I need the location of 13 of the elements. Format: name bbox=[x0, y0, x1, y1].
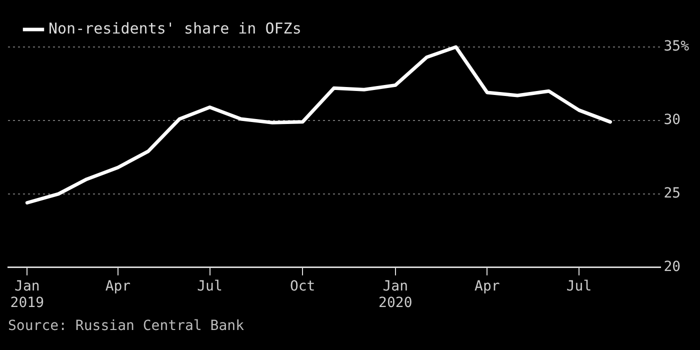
y-tick-label: 35% bbox=[664, 38, 690, 55]
x-tick-label: Apr bbox=[474, 278, 500, 294]
x-tick-label: Jul bbox=[566, 278, 592, 294]
y-tick-label: 30 bbox=[664, 112, 681, 128]
source-note: Source: Russian Central Bank bbox=[8, 318, 244, 334]
y-tick-label: 20 bbox=[664, 259, 681, 276]
y-tick-label: 25 bbox=[664, 186, 681, 202]
x-tick-label: Jan 2019 bbox=[10, 278, 44, 312]
legend-label: Non-residents' share in OFZs bbox=[48, 19, 302, 38]
x-tick-label: Oct bbox=[290, 278, 316, 294]
x-tick-label: Apr bbox=[105, 278, 131, 294]
x-tick-label: Jan 2020 bbox=[378, 278, 412, 312]
x-tick-label: Jul bbox=[197, 278, 222, 294]
